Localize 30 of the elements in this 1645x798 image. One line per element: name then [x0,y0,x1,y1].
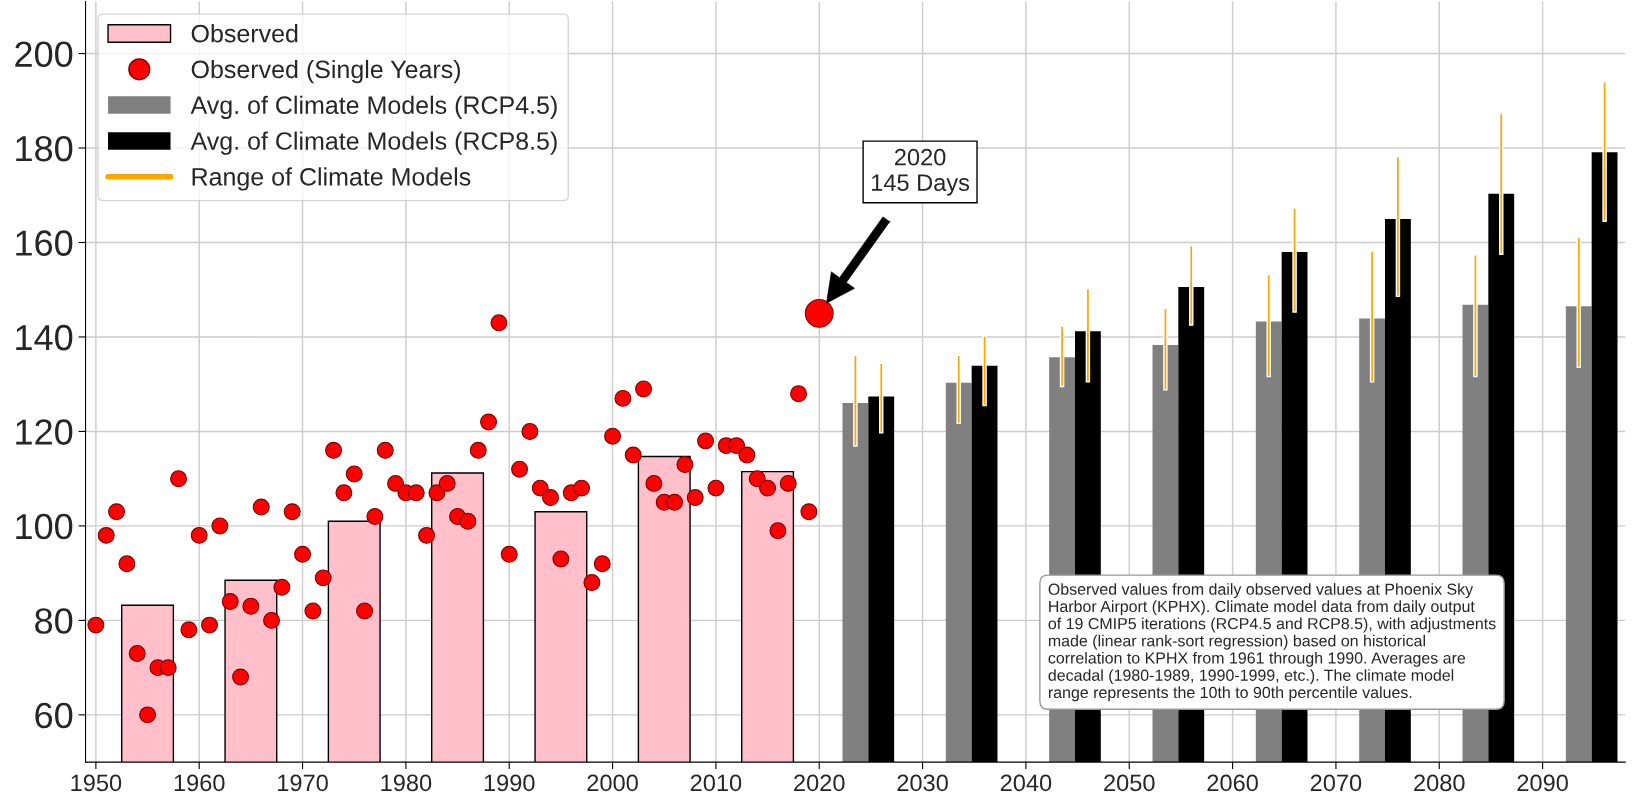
y-tick-label: 80 [35,608,73,634]
y-tick-label: 60 [35,702,73,729]
legend-label: Range of Climate Models [192,167,471,191]
x-tick-label: 1950 [71,774,122,792]
x-tick-label: 2010 [690,774,742,792]
x-tick-label: 2030 [897,774,948,792]
x-tick-label: 2050 [1104,774,1155,792]
legend-label: Observed [191,24,298,43]
x-tick-label: 2070 [1310,774,1362,792]
legend-label: Observed (Single Years) [191,59,460,84]
y-tick-label: 140 [16,324,73,351]
x-tick-label: 2060 [1207,774,1258,792]
x-tick-label: 2090 [1517,774,1568,792]
x-tick-label: 2000 [587,774,638,792]
y-tick-label: 180 [16,135,73,162]
x-tick-label: 1970 [278,774,328,792]
legend-label: Avg. of Climate Models (RCP8.5) [190,131,557,155]
x-tick-label: 1990 [484,774,535,792]
annotation: Observed values from daily observed values at Phoenix Sky Harbor Airport (KPHX). Climate model data from daily output of 19 CMIP5 iterations (RCP4.5 and RCP8.5), with adjustments made (linear rank-sort regression) based on historical correlation to KPHX from 1961 through 1990. Averages are decadal (1980-1989, 1990-1999, etc.). The climate model range represents the 10th to 90th percentile values. [1048,583,1496,702]
y-tick-label: 160 [16,230,73,256]
y-tick-label: 200 [15,41,73,67]
x-tick-label: 2020 [794,774,845,792]
annotation: 2020 145 Days [872,148,970,196]
legend-label: Avg. of Climate Models (RCP4.5) [190,95,557,120]
x-tick-label: 2040 [1000,774,1052,792]
x-tick-label: 2080 [1414,774,1465,792]
y-tick-label: 120 [16,419,73,445]
x-tick-label: 1960 [174,774,225,792]
y-tick-label: 100 [16,513,73,540]
x-tick-label: 1980 [381,774,432,792]
